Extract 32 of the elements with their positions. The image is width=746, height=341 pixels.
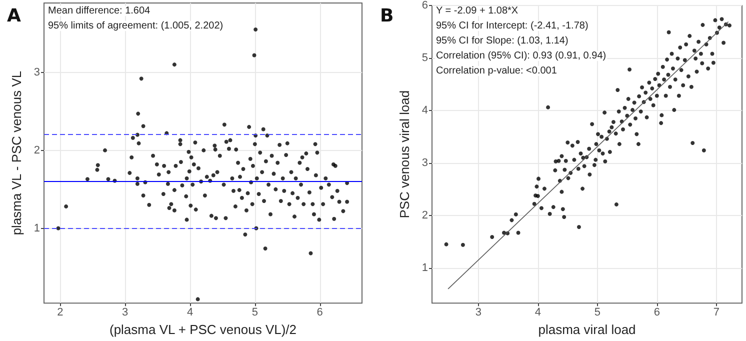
x-tick-label: 4 xyxy=(186,306,194,319)
y-tick-label: 2 xyxy=(422,209,428,222)
y-axis-title: PSC venous viral load xyxy=(396,90,412,218)
x-tick-label: 6 xyxy=(654,306,660,319)
annotation: Mean difference: 1.604 xyxy=(48,6,151,16)
annotation: Correlation (95% CI): 0.93 (0.91, 0.94) xyxy=(436,50,606,62)
x-tick-label: 3 xyxy=(475,306,482,319)
y-tick-label: 1 xyxy=(34,222,40,234)
x-axis-title: plasma viral load xyxy=(538,322,636,337)
annotation: Correlation p-value: <0.001 xyxy=(436,66,558,76)
y-tick-label: 3 xyxy=(422,156,428,169)
y-tick-label: 2 xyxy=(34,144,40,156)
y-tick-label: 4 xyxy=(422,104,428,116)
y-tick-label: 5 xyxy=(422,52,428,64)
annotation: Y = -2.09 + 1.08*X xyxy=(436,6,518,16)
x-tick-label: 5 xyxy=(594,306,600,319)
x-tick-label: 7 xyxy=(713,306,720,319)
x-axis-title: (plasma VL + PSC venous VL)/2 xyxy=(109,322,297,337)
annotation: 95% CI for Slope: (1.03, 1.14) xyxy=(436,36,568,46)
x-tick-label: 6 xyxy=(316,306,323,319)
chart-title: A xyxy=(7,6,21,26)
x-tick-label: 2 xyxy=(57,306,64,319)
annotation: 95% limits of agreement: (1.005, 2.202) xyxy=(48,20,224,32)
x-tick-label: 3 xyxy=(122,306,128,319)
x-tick-label: 4 xyxy=(534,306,541,319)
y-tick-label: 1 xyxy=(422,262,428,274)
y-axis-title: plasma VL - PSC venous VL xyxy=(8,70,24,236)
chart-title: B xyxy=(380,6,394,26)
y-tick-label: 3 xyxy=(34,66,40,78)
x-tick-label: 5 xyxy=(252,306,258,319)
y-tick-label: 6 xyxy=(422,0,428,12)
annotation: 95% CI for Intercept: (-2.41, -1.78) xyxy=(436,20,588,32)
